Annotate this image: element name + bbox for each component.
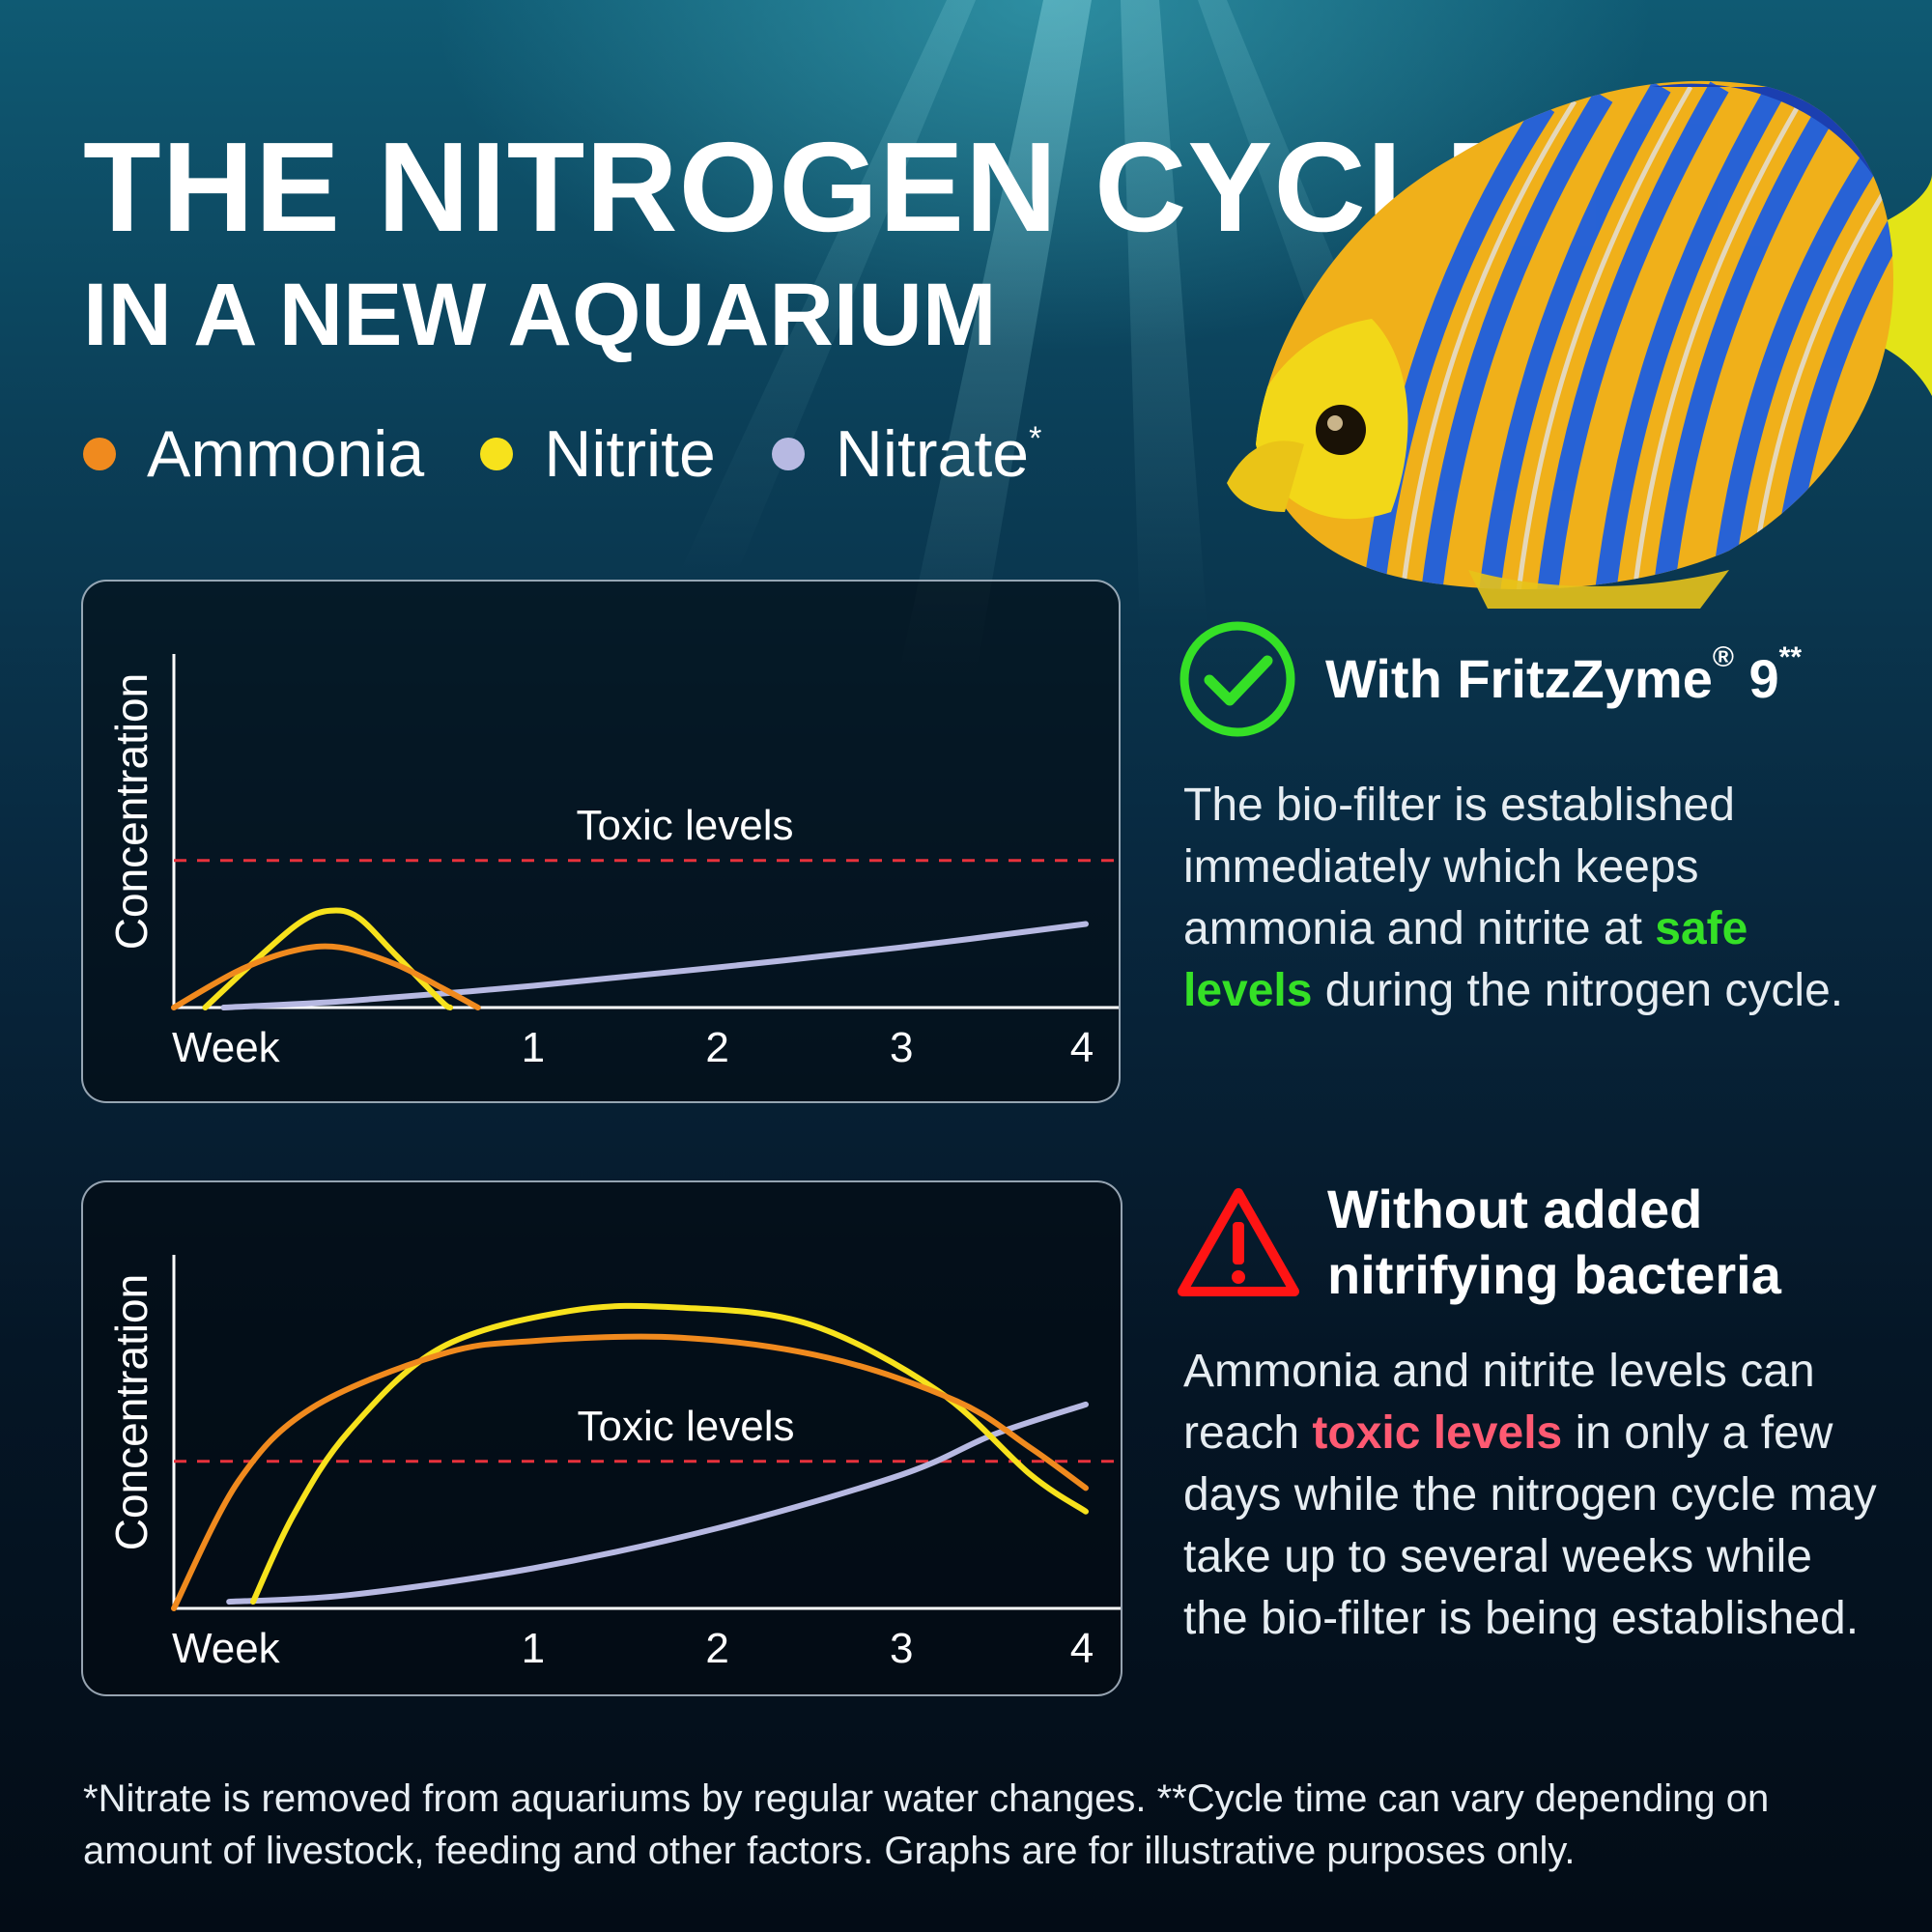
- without-bacteria-description: Ammonia and nitrite levels can reach tox…: [1183, 1346, 1877, 1644]
- page-title: THE NITROGEN CYCLE: [83, 116, 1532, 258]
- chart-a-toxic-threshold-label: Toxic levels: [577, 802, 794, 849]
- chart-a-series-ammonia: [171, 943, 481, 1010]
- legend-label-nitrate: Nitrate*: [835, 417, 1042, 491]
- without-bacteria-title: Without added nitrifying bacteria: [1327, 1179, 1781, 1306]
- chart-without-bacteria-plot: Concentration Week 1 2 3 4 Toxic levels: [106, 1255, 1121, 1672]
- chart-b-y-axis-label: Concentration: [106, 1274, 156, 1550]
- check-circle-icon: [1179, 621, 1295, 737]
- chart-b-series-nitrite: [250, 1302, 1089, 1605]
- with-product-header: With FritzZyme® 9**: [1177, 618, 1802, 740]
- legend-item-nitrate: Nitrate*: [771, 416, 1042, 492]
- chart-a-x-tick-1: 1: [522, 1024, 545, 1071]
- angelfish-illustration: [1227, 80, 1932, 609]
- toxic-levels-highlight: toxic levels: [1312, 1407, 1563, 1459]
- legend-item-ammonia: Ammonia: [83, 416, 424, 492]
- legend-label-nitrite: Nitrite: [544, 417, 716, 491]
- chart-b-series-ammonia: [171, 1333, 1089, 1611]
- legend-label-ammonia: Ammonia: [147, 417, 425, 491]
- chart-b-x-tick-1: 1: [522, 1625, 545, 1672]
- safe-levels-highlight: safe levels: [1183, 903, 1748, 1016]
- chart-a-y-axis-label: Concentration: [106, 673, 156, 950]
- legend-swatch-ammonia: [83, 438, 116, 470]
- chart-b-series-nitrate: [226, 1401, 1089, 1605]
- legend: Ammonia Nitrite Nitrate*: [83, 415, 1097, 493]
- with-product-description: The bio-filter is established immediatel…: [1183, 780, 1844, 1016]
- chart-b-x-axis-label: Week: [172, 1625, 281, 1672]
- footnote: *Nitrate is removed from aquariums by re…: [83, 1777, 1770, 1872]
- page-subtitle: IN A NEW AQUARIUM: [83, 266, 997, 364]
- chart-a-x-tick-2: 2: [705, 1024, 728, 1071]
- chart-a-x-tick-3: 3: [890, 1024, 913, 1071]
- chart-a-series-nitrate: [220, 921, 1089, 1010]
- legend-swatch-nitrate: [771, 438, 805, 470]
- chart-with-product: Concentration Week 1 2 3 4 Toxic levels: [81, 580, 1121, 1103]
- chart-without-bacteria: Concentration Week 1 2 3 4 Toxic levels: [81, 1180, 1122, 1696]
- chart-b-toxic-threshold-label: Toxic levels: [578, 1403, 795, 1450]
- legend-item-nitrite: Nitrite: [480, 416, 716, 492]
- chart-b-x-tick-4: 4: [1070, 1625, 1094, 1672]
- legend-swatch-nitrite: [480, 438, 514, 470]
- with-product-title: With FritzZyme® 9**: [1325, 640, 1803, 709]
- chart-a-series-nitrite: [202, 907, 454, 1010]
- without-bacteria-header: Without added nitrifying bacteria: [1177, 1177, 1781, 1309]
- warning-triangle-icon: [1178, 1188, 1299, 1297]
- chart-b-x-tick-2: 2: [705, 1625, 728, 1672]
- chart-a-x-tick-4: 4: [1070, 1024, 1094, 1071]
- chart-b-x-tick-3: 3: [890, 1625, 913, 1672]
- chart-a-x-axis-label: Week: [172, 1024, 281, 1071]
- chart-with-product-plot: Concentration Week 1 2 3 4 Toxic levels: [106, 654, 1119, 1071]
